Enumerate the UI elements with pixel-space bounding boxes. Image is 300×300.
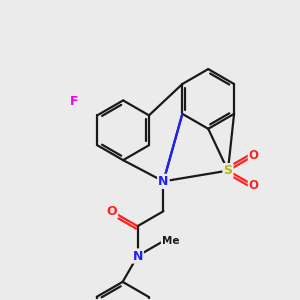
Text: N: N	[158, 175, 169, 188]
Text: O: O	[249, 149, 259, 162]
Text: O: O	[106, 205, 117, 218]
Text: F: F	[70, 95, 78, 108]
Text: Me: Me	[162, 236, 179, 246]
Text: N: N	[132, 250, 143, 262]
Text: O: O	[249, 179, 259, 192]
Text: S: S	[224, 164, 232, 177]
